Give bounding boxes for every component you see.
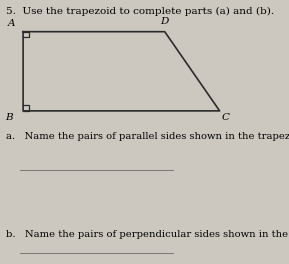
Text: B: B	[5, 113, 12, 122]
Text: 5.  Use the trapezoid to complete parts (a) and (b).: 5. Use the trapezoid to complete parts (…	[6, 7, 274, 16]
Text: b.   Name the pairs of perpendicular sides shown in the trapezoid.: b. Name the pairs of perpendicular sides…	[6, 230, 289, 239]
Text: C: C	[221, 113, 229, 122]
Text: A: A	[8, 19, 15, 28]
Text: D: D	[161, 17, 169, 26]
Text: a.   Name the pairs of parallel sides shown in the trapezoid.: a. Name the pairs of parallel sides show…	[6, 132, 289, 141]
